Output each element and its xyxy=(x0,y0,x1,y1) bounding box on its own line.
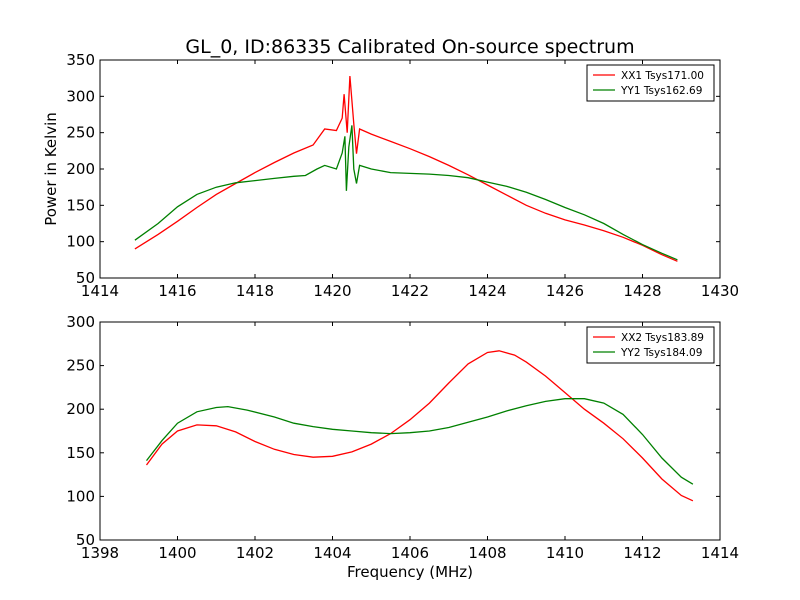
x-axis-label: Frequency (MHz) xyxy=(347,563,473,581)
y-tick-label: 200 xyxy=(66,160,95,178)
x-tick-label: 1400 xyxy=(158,544,196,562)
y-tick-label: 250 xyxy=(66,124,95,142)
legend-box xyxy=(586,64,715,102)
top-panel: 1414 1416 1418 1420 1422 1424 1426 1428 1430 50 10… xyxy=(66,51,739,300)
x-tick-label: 1410 xyxy=(546,544,584,562)
y-tick-label: 250 xyxy=(66,357,95,375)
y-tick-label: 200 xyxy=(66,400,95,418)
legend-label: XX1 Tsys171.00 xyxy=(621,70,704,82)
chart-title: GL_0, ID:86335 Calibrated On-source spec… xyxy=(185,36,634,58)
y-tick-label: 350 xyxy=(66,51,95,69)
legend: XX2 Tsys183.89 YY2 Tsys184.09 xyxy=(586,326,715,364)
series-line-yy1 xyxy=(134,125,678,261)
x-tick-label: 1428 xyxy=(623,282,661,300)
series-line-xx2 xyxy=(145,350,694,502)
y-tick-label: 100 xyxy=(66,487,95,505)
y-tick-label: 150 xyxy=(66,444,95,462)
bottom-panel: 1398 1400 1402 1404 1406 1408 1410 1412 1414 50 10… xyxy=(66,313,739,562)
x-tick-label: 1414 xyxy=(701,544,739,562)
series-line-xx1 xyxy=(134,75,678,262)
series-line-yy2 xyxy=(145,398,694,485)
y-tick-label: 100 xyxy=(66,233,95,251)
legend-label: YY2 Tsys184.09 xyxy=(620,347,702,359)
x-tick-label: 1408 xyxy=(468,544,506,562)
x-tick-label: 1416 xyxy=(158,282,196,300)
y-tick-label: 50 xyxy=(76,269,95,287)
y-tick-label: 50 xyxy=(76,531,95,549)
x-tick-label: 1406 xyxy=(391,544,429,562)
x-tick-label: 1424 xyxy=(468,282,506,300)
x-tick-label: 1404 xyxy=(313,544,351,562)
y-tick-label: 300 xyxy=(66,313,95,331)
legend: XX1 Tsys171.00 YY1 Tsys162.69 xyxy=(586,64,715,102)
y-tick-label: 300 xyxy=(66,87,95,105)
x-tick-label: 1412 xyxy=(623,544,661,562)
legend-label: YY1 Tsys162.69 xyxy=(620,85,702,97)
legend-label: XX2 Tsys183.89 xyxy=(621,332,704,344)
x-tick-label: 1420 xyxy=(313,282,351,300)
x-tick-label: 1414 xyxy=(81,282,119,300)
x-tick-label: 1426 xyxy=(546,282,584,300)
x-tick-label: 1422 xyxy=(391,282,429,300)
x-tick-label: 1402 xyxy=(236,544,274,562)
x-tick-label: 1430 xyxy=(701,282,739,300)
y-tick-label: 150 xyxy=(66,196,95,214)
x-tick-label: 1418 xyxy=(236,282,274,300)
y-axis-label: Power in Kelvin xyxy=(42,112,60,226)
x-tick-label: 1398 xyxy=(81,544,119,562)
legend-box xyxy=(586,326,715,364)
